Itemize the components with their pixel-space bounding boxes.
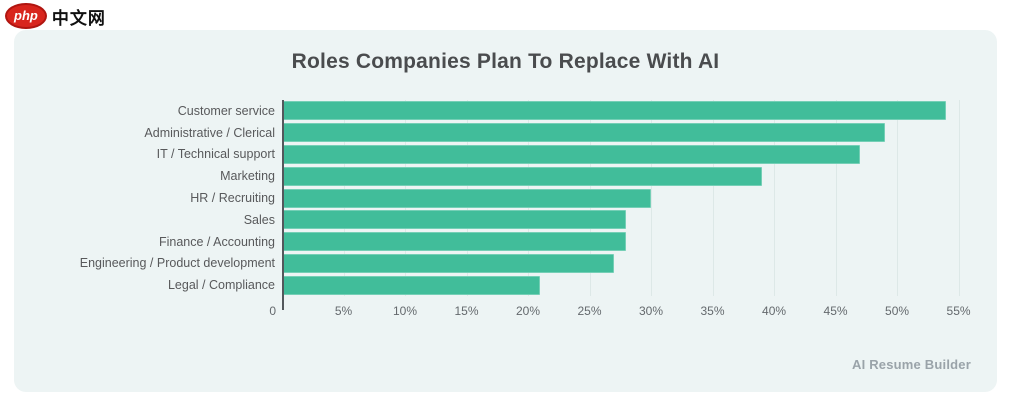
x-tick-label: 15% <box>454 304 479 318</box>
chart-title: Roles Companies Plan To Replace With AI <box>291 50 720 73</box>
x-tick-label: 0 <box>269 304 276 318</box>
category-label: Finance / Accounting <box>158 234 275 249</box>
bar <box>282 232 627 252</box>
gridline <box>651 100 653 296</box>
bar-row <box>282 252 977 274</box>
x-tick-label: 35% <box>700 304 725 318</box>
gridline <box>835 100 837 296</box>
source-credit: AI Resume Builder <box>852 357 971 372</box>
category-label: Legal / Compliance <box>167 278 275 293</box>
category-labels-column: Customer service Administrative / Clerica… <box>14 100 282 296</box>
x-tick-label: 20% <box>516 304 541 318</box>
bar <box>282 275 541 295</box>
x-tick-label: 25% <box>577 304 602 318</box>
plot-area <box>282 100 977 310</box>
x-tick-label: 55% <box>946 304 971 318</box>
category-label: Sales <box>243 212 275 227</box>
x-tick-label: 30% <box>639 304 664 318</box>
bar <box>282 188 652 208</box>
bar <box>282 123 885 143</box>
x-tick-label: 10% <box>392 304 418 318</box>
bar-row <box>282 209 977 231</box>
bar-row <box>282 231 977 253</box>
category-label: Engineering / Product development <box>79 256 275 271</box>
category-label: Customer service <box>177 103 275 118</box>
bar-chart: Customer service Administrative / Clerica… <box>14 100 977 310</box>
bar-row <box>282 144 977 166</box>
category-label: HR / Recruiting <box>190 191 275 206</box>
bar-row <box>282 274 977 296</box>
chart-card: Roles Companies Plan To Replace With AI … <box>14 30 997 392</box>
x-tick-label: 5% <box>334 304 353 318</box>
php-site-logo: php 中文网 <box>5 3 106 29</box>
category-label: IT / Technical support <box>156 147 275 162</box>
bar <box>282 166 762 186</box>
gridline <box>774 100 776 296</box>
bar <box>282 210 627 230</box>
x-tick-label: 50% <box>885 304 910 318</box>
x-tick-label: 40% <box>762 304 787 318</box>
x-axis-tick-labels: 0 5% 10% 15% 20% 25% 30% 35% 40% 45% 50% 55% <box>269 301 977 321</box>
bar <box>282 253 615 273</box>
bar-row <box>282 165 977 187</box>
y-axis-line <box>282 100 284 310</box>
bar-row <box>282 187 977 209</box>
x-tick-label: 45% <box>823 304 848 318</box>
bar-row <box>282 100 977 122</box>
php-logo-badge-icon: php <box>5 3 47 29</box>
gridline <box>712 100 714 296</box>
bar <box>282 144 861 164</box>
bars-container <box>282 100 977 296</box>
gridline <box>897 100 899 296</box>
php-logo-text: 中文网 <box>51 8 106 28</box>
category-label: Marketing <box>220 169 275 184</box>
gridline <box>958 100 960 296</box>
category-label: Administrative / Clerical <box>144 125 275 140</box>
bar <box>282 101 947 121</box>
bar-row <box>282 122 977 144</box>
